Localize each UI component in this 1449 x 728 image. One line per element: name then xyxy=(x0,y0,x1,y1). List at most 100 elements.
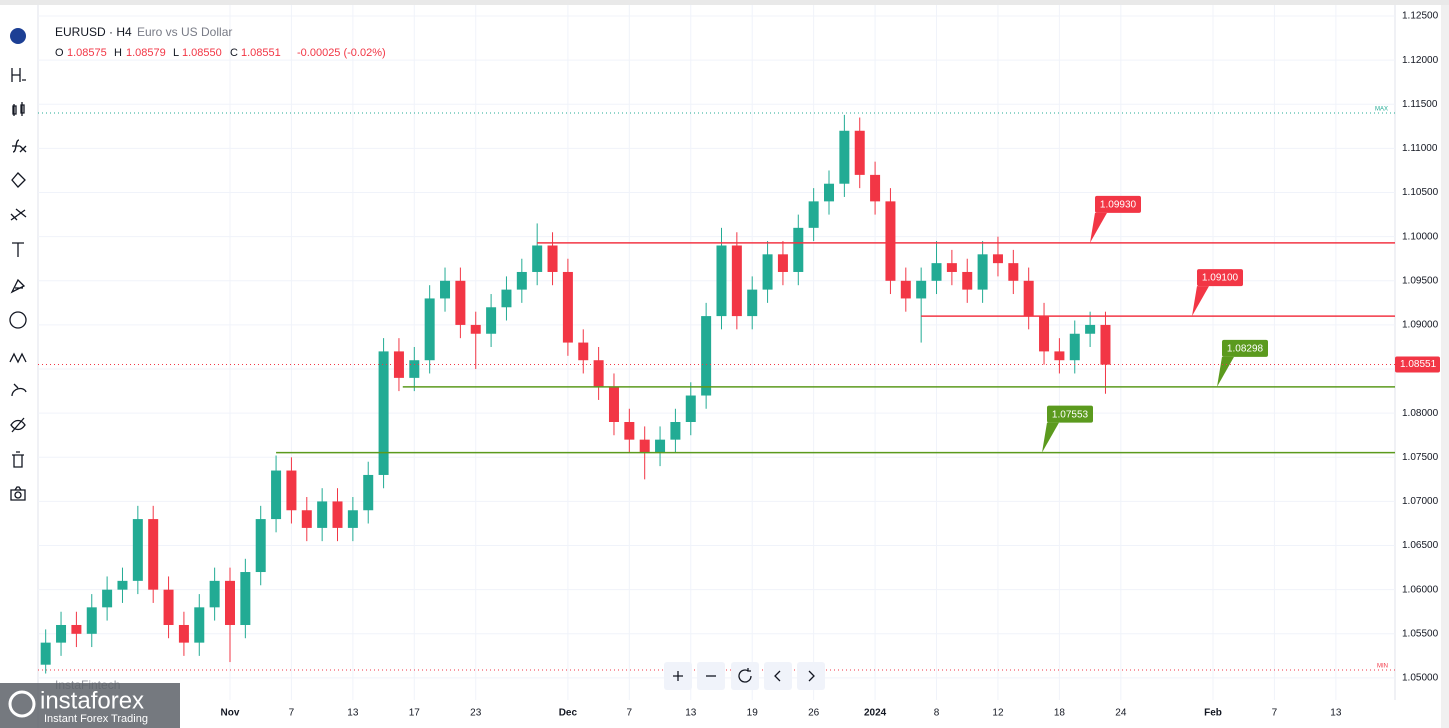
symbol: EURUSD · H4 xyxy=(55,25,132,39)
candle-body xyxy=(486,307,497,334)
reset[interactable] xyxy=(731,662,759,690)
candle-body xyxy=(301,510,312,528)
candle-body xyxy=(271,470,282,520)
zoom-in-icon xyxy=(673,671,683,681)
candle-body xyxy=(547,245,558,272)
candle-body xyxy=(870,174,881,202)
candle-body xyxy=(409,360,420,378)
candle-body xyxy=(102,589,113,608)
scroll-right-icon xyxy=(808,670,815,682)
candle-body xyxy=(194,607,205,643)
candle-body xyxy=(40,642,51,665)
last-price-label: 1.08551 xyxy=(1400,359,1437,370)
chart-type-tool[interactable] xyxy=(12,102,25,116)
x-tick-label: 13 xyxy=(347,708,359,719)
candle-body xyxy=(977,254,988,290)
ohlc-value: 1.08575 xyxy=(67,47,107,59)
screenshot-tool[interactable] xyxy=(10,486,26,501)
level-label: 1.09100 xyxy=(1202,273,1239,284)
tagline: Instant Forex Trading xyxy=(44,713,148,725)
min-line-label: MIN xyxy=(1377,664,1388,670)
y-tick-label: 1.10000 xyxy=(1402,231,1439,242)
y-tick-label: 1.07500 xyxy=(1402,452,1439,463)
candle-body xyxy=(56,624,67,643)
candle-body xyxy=(455,280,466,325)
x-tick-label: 7 xyxy=(627,708,633,719)
description: Euro vs US Dollar xyxy=(137,25,232,39)
emoji-tool[interactable] xyxy=(9,311,27,329)
candle-body xyxy=(747,289,758,317)
ohlc-key: L xyxy=(173,47,179,59)
logo-mark xyxy=(8,690,36,718)
scroll-right[interactable] xyxy=(797,662,825,690)
candle-body xyxy=(824,183,835,202)
candle-body xyxy=(962,271,973,290)
candle-body xyxy=(931,263,942,281)
interval-tool[interactable] xyxy=(11,68,26,82)
level-tag xyxy=(1197,269,1243,287)
x-tick-label: 18 xyxy=(1054,708,1066,719)
fib-tool[interactable] xyxy=(10,208,27,221)
y-tick-label: 1.06500 xyxy=(1402,540,1439,551)
x-tick-label: 19 xyxy=(747,708,759,719)
level-tag xyxy=(1047,405,1093,423)
candle-body xyxy=(762,254,773,290)
scroll-left[interactable] xyxy=(764,662,792,690)
ohlc-value: 1.08579 xyxy=(126,47,166,59)
candle-body xyxy=(347,510,358,528)
x-tick-label: 13 xyxy=(1330,708,1342,719)
candle-body xyxy=(578,342,589,361)
hide-tool[interactable] xyxy=(10,417,26,433)
y-tick-label: 1.08000 xyxy=(1402,408,1439,419)
level-tag-pointer xyxy=(1042,422,1059,453)
candle-body xyxy=(624,422,635,440)
indicators-tool[interactable] xyxy=(12,139,27,153)
candle-body xyxy=(332,501,343,528)
x-tick-label: Nov xyxy=(221,708,240,719)
x-tick-label: Feb xyxy=(1204,708,1222,719)
candle-body xyxy=(224,580,235,625)
candle-body xyxy=(793,227,804,272)
candle-body xyxy=(1039,316,1050,352)
y-tick-label: 1.09000 xyxy=(1402,320,1439,331)
candle-body xyxy=(255,519,266,573)
y-tick-label: 1.07000 xyxy=(1402,496,1439,507)
level-tag-pointer xyxy=(1090,212,1107,243)
candle-body xyxy=(163,589,174,625)
top-strip xyxy=(0,0,1449,5)
candle-body xyxy=(608,386,619,422)
text-tool[interactable] xyxy=(12,242,24,257)
candle-body xyxy=(286,470,297,511)
x-tick-label: 8 xyxy=(934,708,940,719)
shapes-tool[interactable] xyxy=(11,172,26,188)
y-tick-label: 1.05500 xyxy=(1402,628,1439,639)
candle-body xyxy=(440,280,451,299)
candle-body xyxy=(209,580,220,608)
candle-body xyxy=(501,289,512,308)
candle-body xyxy=(317,501,328,528)
measure-tool[interactable] xyxy=(9,352,27,364)
candle-body xyxy=(363,474,374,511)
magnet-tool[interactable] xyxy=(11,383,27,397)
y-tick-label: 1.12500 xyxy=(1402,11,1439,22)
y-tick-label: 1.10500 xyxy=(1402,187,1439,198)
candle-body xyxy=(1085,324,1096,334)
max-line-label: MAX xyxy=(1375,107,1388,113)
ohlc-value: 1.08551 xyxy=(241,47,281,59)
scroll-left-icon xyxy=(774,670,781,682)
candle-body xyxy=(132,519,143,581)
x-tick-label: 7 xyxy=(1272,708,1278,719)
level-label: 1.08298 xyxy=(1227,344,1264,355)
x-tick-label: 12 xyxy=(992,708,1004,719)
candle-body xyxy=(670,422,681,440)
delete-tool[interactable] xyxy=(12,451,24,468)
symbol-flag[interactable] xyxy=(10,28,26,44)
brush-tool[interactable] xyxy=(10,278,26,294)
candle-body xyxy=(1008,263,1019,281)
candle-body xyxy=(71,624,82,634)
reset-icon xyxy=(738,668,752,683)
candle-body xyxy=(117,580,128,590)
screenshot-lens xyxy=(14,491,22,499)
candle-body xyxy=(885,201,896,281)
candle-body xyxy=(1100,324,1111,365)
